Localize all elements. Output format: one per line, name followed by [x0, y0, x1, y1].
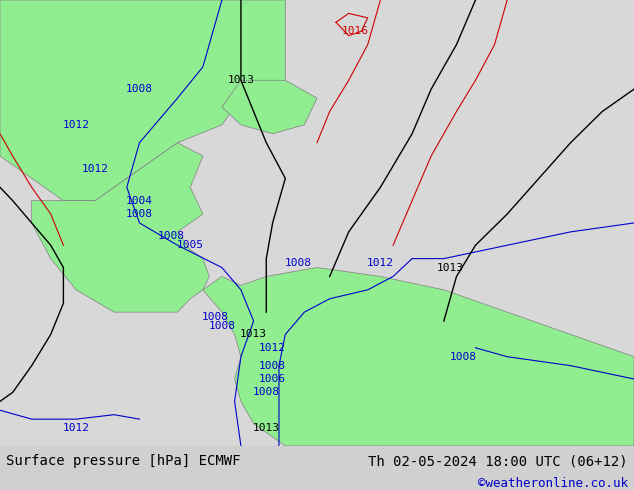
Text: 1013: 1013 — [240, 329, 267, 340]
Text: 1012: 1012 — [82, 165, 108, 174]
Text: Th 02-05-2024 18:00 UTC (06+12): Th 02-05-2024 18:00 UTC (06+12) — [368, 454, 628, 468]
Text: ©weatheronline.co.uk: ©weatheronline.co.uk — [477, 477, 628, 490]
Text: 1008: 1008 — [259, 361, 286, 370]
Text: 1012: 1012 — [63, 423, 89, 433]
Text: 1012: 1012 — [259, 343, 286, 353]
Text: Surface pressure [hPa] ECMWF: Surface pressure [hPa] ECMWF — [6, 454, 241, 468]
Text: 1008: 1008 — [285, 258, 311, 268]
Text: 1012: 1012 — [63, 120, 89, 130]
Text: 1008: 1008 — [253, 388, 280, 397]
Polygon shape — [203, 268, 634, 446]
Text: 1008: 1008 — [202, 312, 229, 321]
Polygon shape — [32, 143, 209, 312]
Text: 1008: 1008 — [158, 231, 184, 242]
Text: 1008: 1008 — [126, 209, 153, 219]
Text: 1013: 1013 — [228, 75, 254, 85]
Text: 1005: 1005 — [177, 240, 204, 250]
Polygon shape — [0, 0, 285, 201]
Text: 1008: 1008 — [126, 84, 153, 94]
Text: 1006: 1006 — [259, 374, 286, 384]
Text: 1016: 1016 — [342, 26, 368, 36]
Polygon shape — [222, 80, 317, 134]
Text: 1013: 1013 — [253, 423, 280, 433]
Text: 1012: 1012 — [367, 258, 394, 268]
Text: 1013: 1013 — [437, 263, 463, 272]
Text: 1004: 1004 — [126, 196, 153, 206]
Text: 1008: 1008 — [450, 352, 476, 362]
Text: 1008: 1008 — [209, 320, 235, 331]
